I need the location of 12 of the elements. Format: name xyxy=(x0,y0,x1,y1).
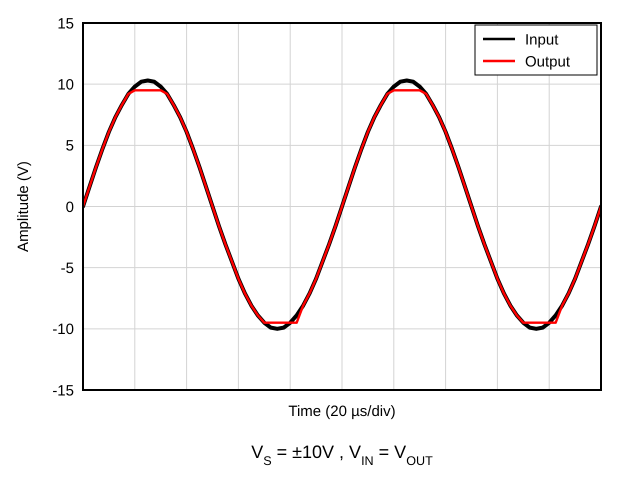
y-tick-label: 10 xyxy=(57,76,74,94)
y-tick-label: 15 xyxy=(57,15,74,32)
y-tick-label: -15 xyxy=(52,382,74,400)
legend-label: Input xyxy=(525,31,560,48)
y-tick-label: -10 xyxy=(52,321,74,338)
x-axis-title: Time (20 µs/div) xyxy=(288,403,396,420)
text: V$_{S}$ = ±10V , V$_{IN}$ = V$_{OUT}$ xyxy=(251,442,434,468)
y-axis-title: Amplitude (V) xyxy=(15,161,32,252)
y-tick-label: 5 xyxy=(66,138,74,155)
y-tick-label: 0 xyxy=(66,198,74,216)
legend-label: Output xyxy=(525,53,571,70)
y-tick-label: -5 xyxy=(60,260,74,277)
